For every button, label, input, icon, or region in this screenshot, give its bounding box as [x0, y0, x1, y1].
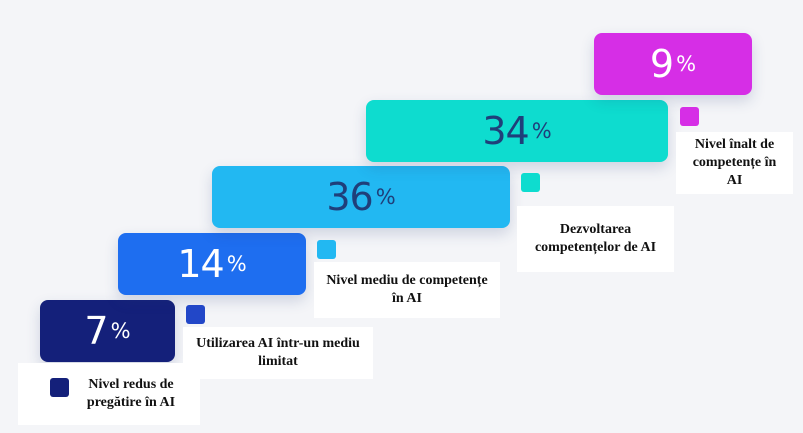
bar-nivel-inalt: 9% — [594, 33, 752, 95]
bar-unit-label: % — [226, 252, 247, 276]
bar-nivel-redus: 7% — [40, 300, 175, 362]
bar-nivel-mediu: 36% — [212, 166, 510, 228]
category-label-nivel-redus: Nivel redus de pregătire în AI — [18, 363, 200, 425]
bar-unit-label: % — [375, 185, 396, 209]
bar-value-label: 34 — [482, 109, 529, 153]
legend-swatch-nivel-inalt — [680, 107, 699, 126]
category-label-utilizarea-ai: Utilizarea AI într-un mediu limitat — [183, 327, 373, 379]
bar-unit-label: % — [676, 52, 697, 76]
category-label-nivel-inalt: Nivel înalt de competențe în AI — [676, 132, 793, 194]
legend-swatch-nivel-redus — [50, 378, 69, 397]
category-label-dezvoltarea: Dezvoltarea competențelor de AI — [517, 206, 674, 272]
bar-value-label: 7 — [84, 309, 108, 353]
bar-unit-label: % — [531, 119, 552, 143]
bar-utilizarea-ai: 14% — [118, 233, 306, 295]
bar-value-label: 36 — [326, 175, 373, 219]
bar-value-label: 9 — [649, 42, 674, 86]
legend-swatch-utilizarea-ai — [186, 305, 205, 324]
bar-dezvoltarea-competentelor: 34% — [366, 100, 668, 162]
bar-unit-label: % — [110, 319, 131, 343]
legend-swatch-dezvoltarea — [521, 173, 540, 192]
category-label-nivel-mediu: Nivel mediu de competențe în AI — [314, 262, 500, 318]
legend-swatch-nivel-mediu — [317, 240, 336, 259]
bar-value-label: 14 — [177, 242, 224, 286]
